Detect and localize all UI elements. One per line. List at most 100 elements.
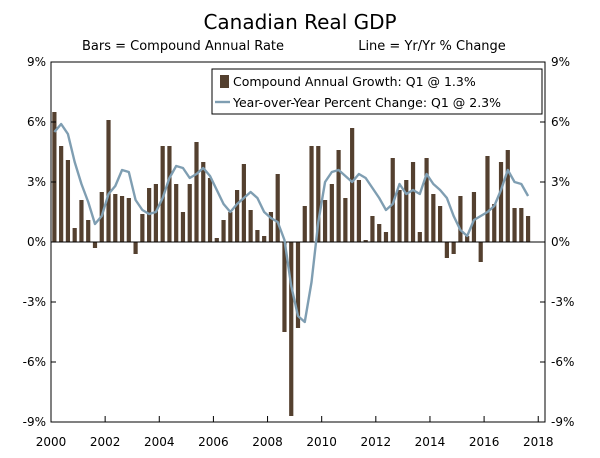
chart-subtitle-right: Line = Yr/Yr % Change bbox=[358, 39, 506, 54]
x-tick-label: 2006 bbox=[198, 435, 229, 449]
bar-compound-annual-growth bbox=[92, 242, 98, 248]
bar-compound-annual-growth bbox=[350, 128, 355, 242]
bar-compound-annual-growth bbox=[438, 206, 443, 242]
y-tick-label-left: -9% bbox=[23, 415, 46, 429]
bar-compound-annual-growth bbox=[458, 196, 463, 242]
x-tick-label: 2008 bbox=[252, 435, 283, 449]
bar-compound-annual-growth bbox=[255, 230, 260, 242]
bar-compound-annual-growth bbox=[356, 180, 362, 242]
bar-compound-annual-growth bbox=[119, 196, 125, 242]
bar-compound-annual-growth bbox=[201, 162, 206, 242]
x-tick-label: 2000 bbox=[36, 435, 67, 449]
bar-compound-annual-growth bbox=[498, 162, 504, 242]
y-tick-label-left: 0% bbox=[27, 235, 46, 249]
y-tick-label-left: 3% bbox=[27, 175, 46, 189]
yoy-series-line bbox=[53, 122, 530, 324]
x-tick-label: 2016 bbox=[469, 435, 500, 449]
bar-compound-annual-growth bbox=[431, 194, 436, 242]
y-tick-label-right: -6% bbox=[551, 355, 574, 369]
bar-compound-annual-growth bbox=[322, 200, 328, 242]
bar-compound-annual-growth bbox=[113, 194, 118, 242]
y-tick-label-right: 9% bbox=[551, 55, 570, 69]
y-tick-label-right: -9% bbox=[551, 415, 574, 429]
bar-compound-annual-growth bbox=[492, 204, 497, 242]
bar-compound-annual-growth bbox=[235, 190, 240, 242]
bar-compound-annual-growth bbox=[383, 232, 389, 242]
bar-compound-annual-growth bbox=[65, 160, 71, 242]
chart-legend: Compound Annual Growth: Q1 @ 1.3% Year-o… bbox=[211, 68, 543, 115]
bar-compound-annual-growth bbox=[363, 240, 368, 242]
x-tick-label: 2018 bbox=[523, 435, 554, 449]
bar-compound-annual-growth bbox=[295, 242, 301, 328]
y-tick-label-right: 3% bbox=[551, 175, 570, 189]
bar-compound-annual-growth bbox=[471, 192, 477, 242]
bar-compound-annual-growth bbox=[133, 242, 138, 254]
legend-label-line: Year-over-Year Percent Change: Q1 @ 2.3% bbox=[232, 95, 501, 110]
bar-compound-annual-growth bbox=[289, 242, 294, 416]
x-tick-label: 2010 bbox=[306, 435, 337, 449]
bar-compound-annual-growth bbox=[59, 146, 64, 242]
y-tick-label-right: -3% bbox=[551, 295, 574, 309]
x-tick-label: 2002 bbox=[90, 435, 121, 449]
bar-compound-annual-growth bbox=[410, 162, 416, 242]
bar-compound-annual-growth bbox=[248, 210, 253, 242]
bar-compound-annual-growth bbox=[505, 150, 510, 242]
bar-compound-annual-growth bbox=[187, 184, 192, 242]
bar-compound-annual-growth bbox=[268, 212, 274, 242]
bar-compound-annual-growth bbox=[397, 190, 402, 242]
bar-compound-annual-growth bbox=[525, 216, 531, 242]
bar-compound-annual-growth bbox=[329, 184, 334, 242]
bar-compound-annual-growth bbox=[174, 184, 179, 242]
chart-title: Canadian Real GDP bbox=[203, 10, 396, 34]
y-tick-label-right: 0% bbox=[551, 235, 570, 249]
bar-compound-annual-growth bbox=[180, 212, 186, 242]
bar-compound-annual-growth bbox=[485, 156, 490, 242]
bar-compound-annual-growth bbox=[167, 146, 172, 242]
chart-subtitle-left: Bars = Compound Annual Rate bbox=[82, 39, 284, 54]
bar-compound-annual-growth bbox=[241, 164, 246, 242]
bar-compound-annual-growth bbox=[221, 220, 226, 242]
y-tick-label-left: 9% bbox=[27, 55, 46, 69]
bar-compound-annual-growth bbox=[126, 198, 131, 242]
bar-compound-annual-growth bbox=[316, 146, 321, 242]
bar-compound-annual-growth bbox=[228, 212, 233, 242]
bar-compound-annual-growth bbox=[519, 208, 524, 242]
bar-compound-annual-growth bbox=[282, 242, 287, 332]
bar-compound-annual-growth bbox=[140, 214, 145, 242]
bar-compound-annual-growth bbox=[417, 232, 422, 242]
bar-compound-annual-growth bbox=[377, 224, 382, 242]
bar-compound-annual-growth bbox=[302, 206, 307, 242]
x-tick-label: 2012 bbox=[361, 435, 392, 449]
bar-compound-annual-growth bbox=[424, 158, 429, 242]
bar-compound-annual-growth bbox=[370, 216, 375, 242]
legend-bar-swatch bbox=[220, 75, 229, 88]
bar-compound-annual-growth bbox=[336, 150, 341, 242]
bar-compound-annual-growth bbox=[79, 200, 84, 242]
bar-compound-annual-growth bbox=[309, 146, 314, 242]
bar-compound-annual-growth bbox=[404, 180, 409, 242]
bar-compound-annual-growth bbox=[160, 146, 165, 242]
y-tick-label-left: -3% bbox=[23, 295, 46, 309]
axes-layer: -9% -9% -6% -6% -3% -3% 0% 0% 3% 3% 6% 6% 9% 9% 2000 20… bbox=[23, 55, 575, 449]
bar-compound-annual-growth bbox=[275, 174, 280, 242]
bar-compound-annual-growth bbox=[512, 208, 517, 242]
bar-compound-annual-growth bbox=[390, 158, 395, 242]
bar-compound-annual-growth bbox=[444, 242, 449, 258]
bar-compound-annual-growth bbox=[86, 220, 91, 242]
bar-compound-annual-growth bbox=[451, 242, 456, 254]
bars-layer bbox=[52, 112, 531, 416]
bar-compound-annual-growth bbox=[478, 242, 483, 262]
bar-compound-annual-growth bbox=[106, 120, 111, 242]
legend-box bbox=[211, 68, 543, 115]
bar-compound-annual-growth bbox=[343, 198, 348, 242]
bar-compound-annual-growth bbox=[52, 112, 57, 242]
y-tick-label-right: 6% bbox=[551, 115, 570, 129]
x-tick-label: 2014 bbox=[415, 435, 446, 449]
y-tick-label-left: 6% bbox=[27, 115, 46, 129]
bar-compound-annual-growth bbox=[465, 236, 470, 242]
x-tick-label: 2004 bbox=[144, 435, 175, 449]
bar-compound-annual-growth bbox=[194, 142, 199, 242]
bar-compound-annual-growth bbox=[207, 178, 213, 242]
